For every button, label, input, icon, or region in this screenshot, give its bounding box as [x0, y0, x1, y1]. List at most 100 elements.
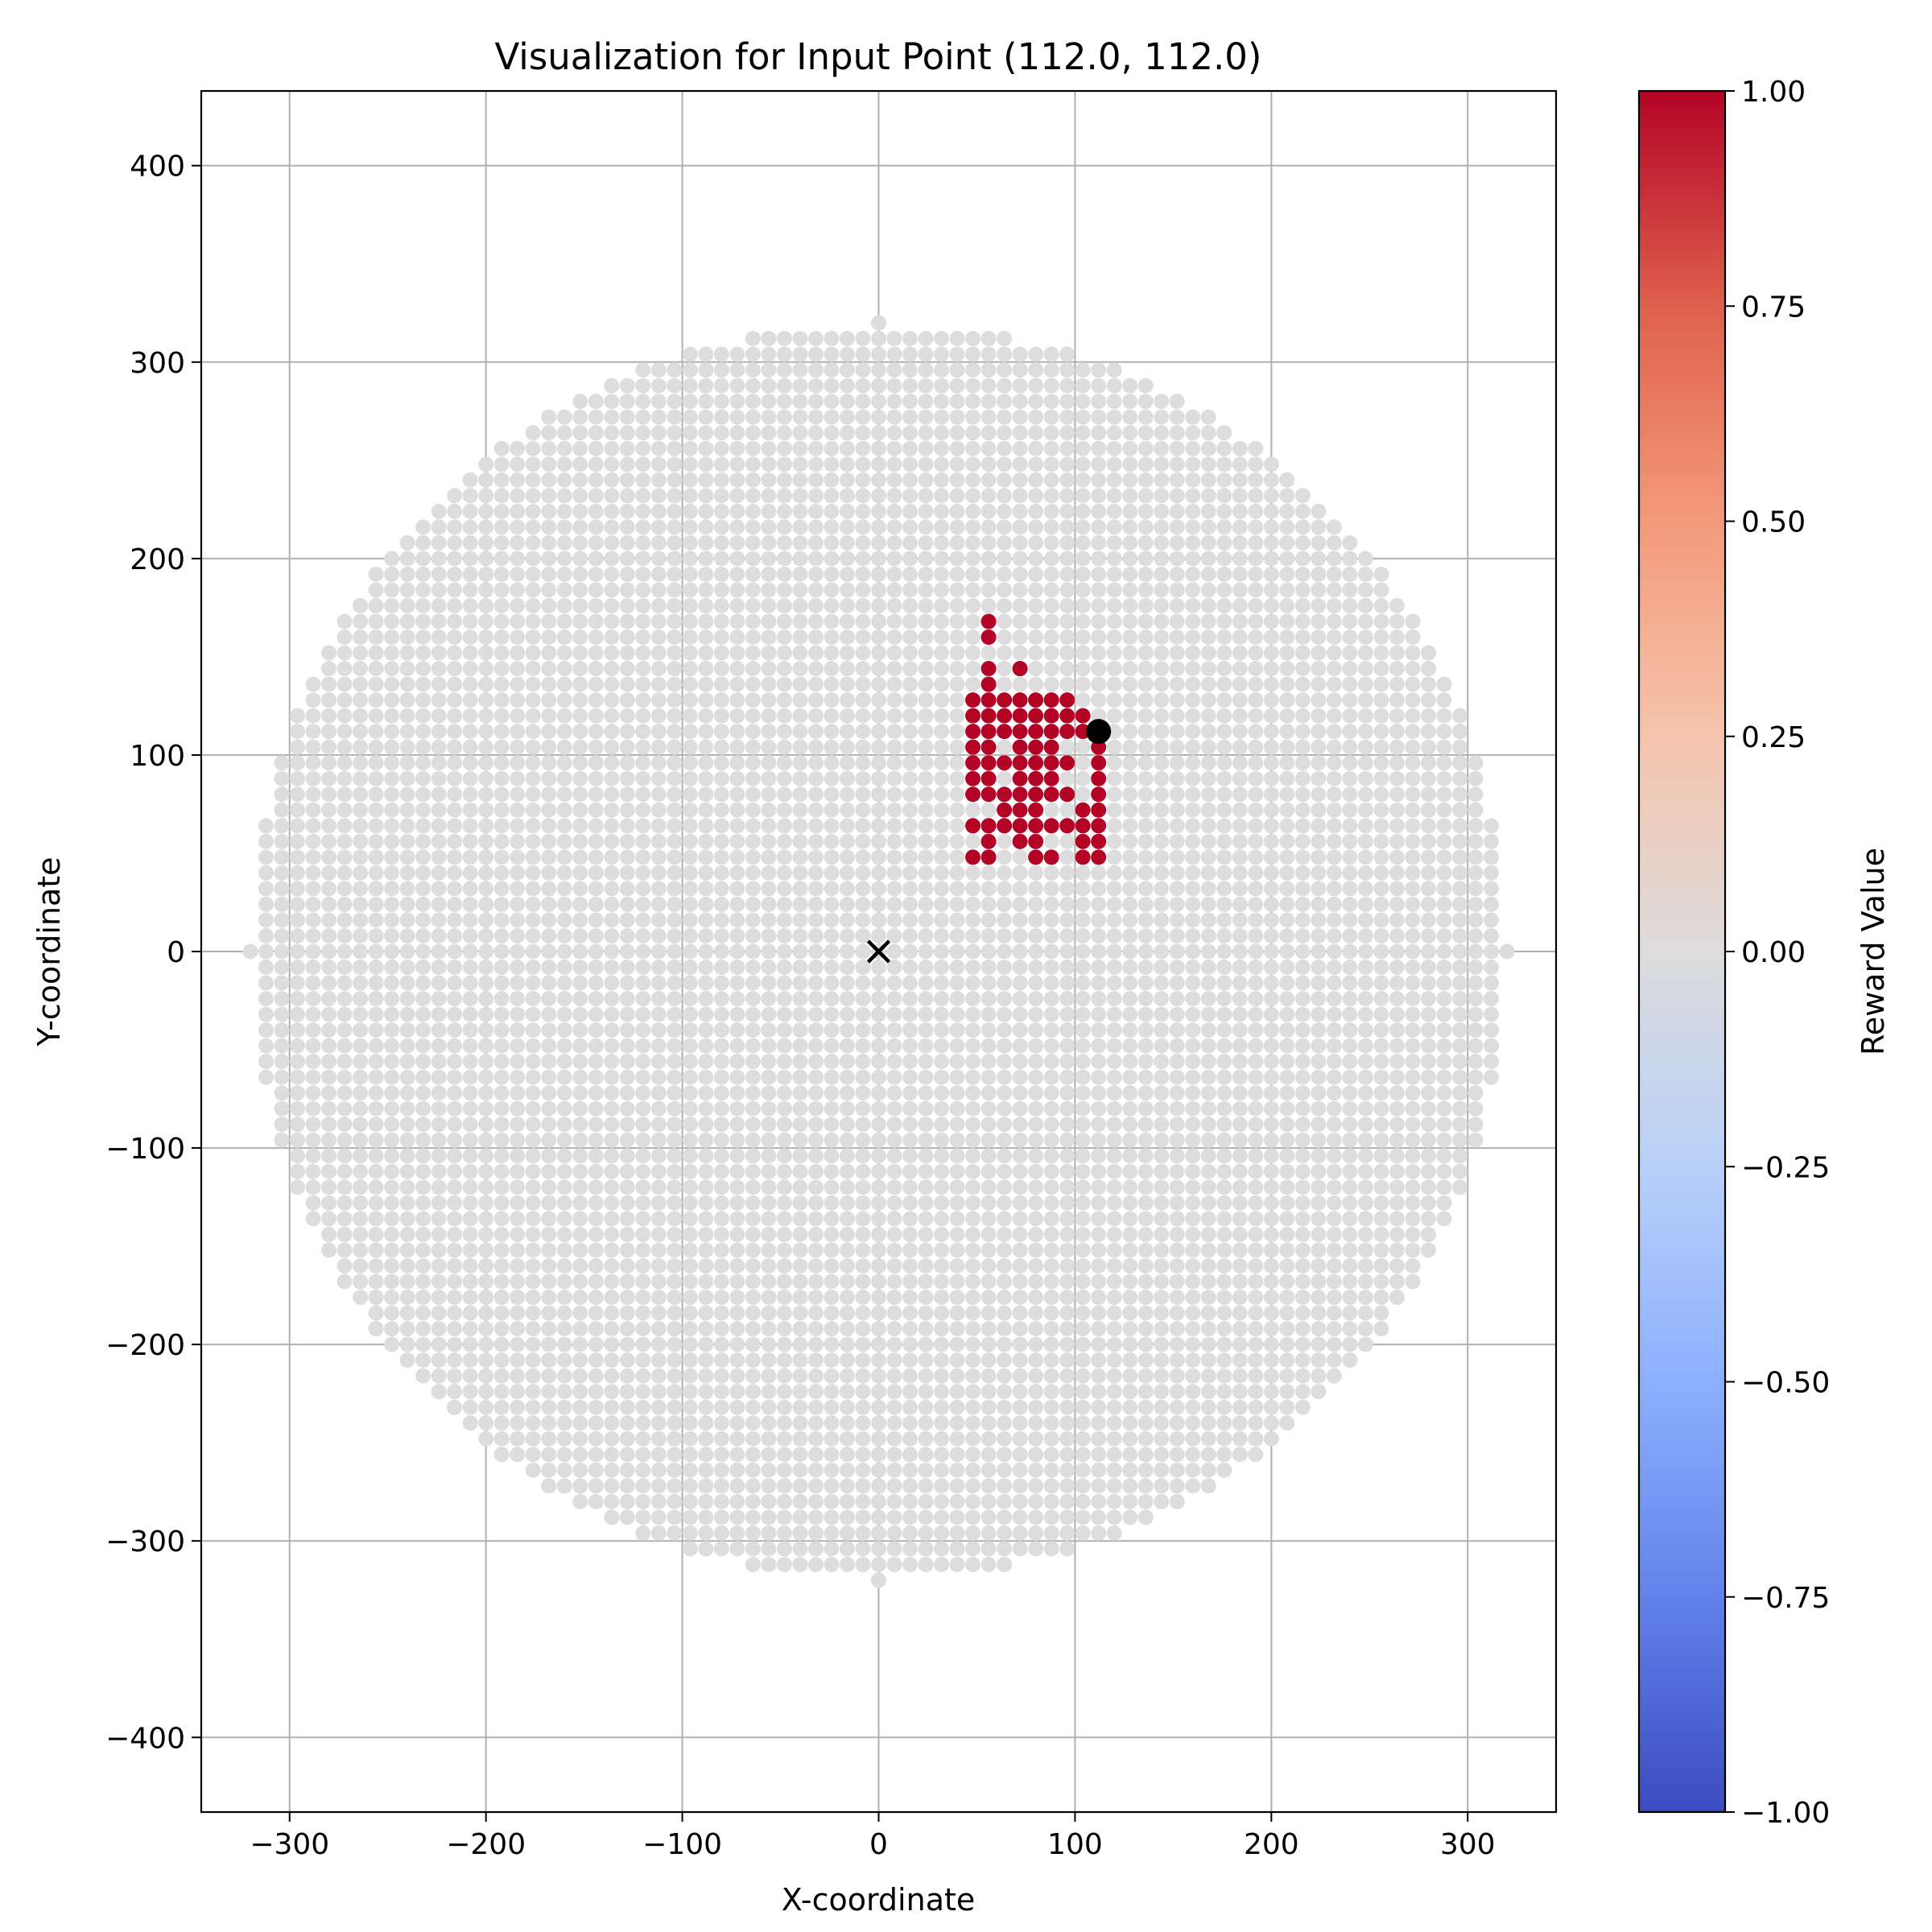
sample-point [713, 865, 729, 881]
sample-point [462, 708, 478, 724]
sample-point [1357, 1274, 1373, 1290]
sample-point [556, 1352, 572, 1368]
sample-point [1106, 881, 1122, 897]
sample-point [1169, 1242, 1185, 1258]
sample-point [478, 755, 494, 771]
sample-point [949, 1541, 965, 1557]
sample-point [510, 975, 526, 991]
sample-point [997, 1085, 1013, 1101]
sample-point [1012, 597, 1028, 613]
sample-point [1311, 645, 1327, 661]
sample-point [713, 1541, 729, 1557]
sample-point [478, 1321, 494, 1337]
sample-point [824, 566, 840, 582]
sample-point [745, 409, 761, 425]
sample-point [1342, 755, 1358, 771]
sample-point [1185, 1069, 1201, 1085]
sample-point [902, 1006, 919, 1022]
sample-point [242, 943, 258, 960]
sample-point [824, 865, 840, 881]
sample-point [776, 566, 792, 582]
sample-point [1169, 488, 1185, 504]
sample-point [682, 1195, 698, 1211]
sample-point [1043, 629, 1059, 645]
sample-point [1436, 1054, 1452, 1070]
sample-point [1451, 881, 1468, 897]
sample-point [305, 739, 321, 755]
sample-point [1185, 708, 1201, 724]
sample-point [541, 960, 557, 976]
sample-point [965, 346, 981, 362]
sample-point [1326, 818, 1342, 834]
sample-point [729, 1541, 745, 1557]
sample-point [1091, 456, 1107, 473]
sample-point [635, 833, 651, 849]
sample-point [604, 1368, 620, 1384]
sample-point [635, 1258, 651, 1274]
sample-point [839, 425, 855, 441]
sample-point [745, 1336, 761, 1352]
sample-point [1059, 1399, 1075, 1415]
sample-point [510, 849, 526, 865]
sample-point [1075, 1258, 1091, 1274]
sample-point [698, 535, 714, 551]
sample-point [274, 896, 290, 912]
sample-point [353, 1132, 369, 1148]
sample-point [855, 833, 871, 849]
sample-point [682, 1352, 698, 1368]
sample-point [886, 1006, 902, 1022]
sample-point [807, 1509, 824, 1525]
sample-point [934, 991, 950, 1007]
sample-point [1342, 1006, 1358, 1022]
sample-point [855, 1132, 871, 1148]
sample-point [572, 535, 588, 551]
sample-point [713, 896, 729, 912]
sample-point [839, 1117, 855, 1133]
sample-point [588, 724, 604, 740]
sample-point [650, 456, 667, 473]
sample-point [965, 1132, 981, 1148]
sample-point [1200, 692, 1216, 708]
sample-point [792, 724, 808, 740]
sample-point [934, 425, 950, 441]
sample-point [1043, 503, 1059, 519]
sample-point [1028, 960, 1044, 976]
sample-point [399, 1163, 415, 1179]
sample-point [1185, 833, 1201, 849]
sample-point [604, 1242, 620, 1258]
sample-point [980, 1274, 997, 1290]
sample-point [1248, 912, 1264, 928]
sample-point [980, 551, 997, 567]
sample-point [1248, 708, 1264, 724]
sample-point [619, 1006, 635, 1022]
sample-point [1342, 1305, 1358, 1321]
sample-point [1154, 1336, 1170, 1352]
sample-point [572, 960, 588, 976]
sample-point [824, 1290, 840, 1306]
sample-point [321, 1226, 337, 1242]
sample-point [682, 551, 698, 567]
sample-point [792, 1399, 808, 1415]
sample-point [1294, 613, 1311, 630]
sample-point [1342, 896, 1358, 912]
sample-point [1263, 1022, 1279, 1038]
sample-point [1043, 1038, 1059, 1054]
sample-point [556, 1163, 572, 1179]
sample-point [1091, 425, 1107, 441]
sample-point [1185, 912, 1201, 928]
sample-point [761, 1038, 777, 1054]
sample-point [980, 881, 997, 897]
sample-point [1420, 1179, 1436, 1195]
sample-point [1420, 1132, 1436, 1148]
sample-point [1122, 1132, 1138, 1148]
sample-point [493, 1100, 510, 1117]
sample-point [510, 802, 526, 818]
sample-point [1137, 975, 1154, 991]
sample-point [1420, 739, 1436, 755]
sample-point [807, 912, 824, 928]
sample-point [1248, 692, 1264, 708]
sample-point [274, 960, 290, 976]
sample-point [792, 1148, 808, 1164]
sample-point [934, 849, 950, 865]
sample-point [698, 1493, 714, 1509]
